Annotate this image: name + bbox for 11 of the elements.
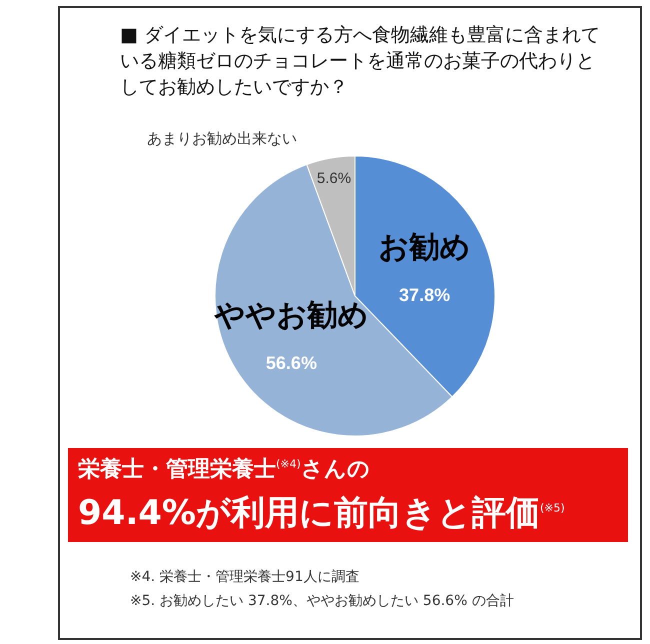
data-label: 56.6% [266, 352, 317, 373]
chart-title: ■ ダイエットを気にする方へ食物繊維も豊富に含まれている糖類ゼロのチョコレートを通常のお菓子の代わりとしてお勧めしたいですか？ [120, 23, 601, 100]
data-label: 37.8% [399, 284, 450, 305]
data-label: 5.6% [316, 170, 352, 187]
text: 栄養士・管理栄養士$^{(※4)}$さんの [78, 456, 371, 484]
text: ※5. お勧めしたい 37.8%、ややお勧めしたい 56.6% の合計 [130, 592, 514, 610]
slice-label: お勧め [378, 230, 471, 265]
slice-label: ややお勧め [213, 298, 368, 333]
text: 94.4%が利用に前向きと評価$^{(※5)}$ [78, 492, 566, 535]
slice-label: あまりお勧め出来ない [146, 130, 297, 148]
text: ※4. 栄養士・管理栄養士91人に調査 [130, 568, 360, 586]
